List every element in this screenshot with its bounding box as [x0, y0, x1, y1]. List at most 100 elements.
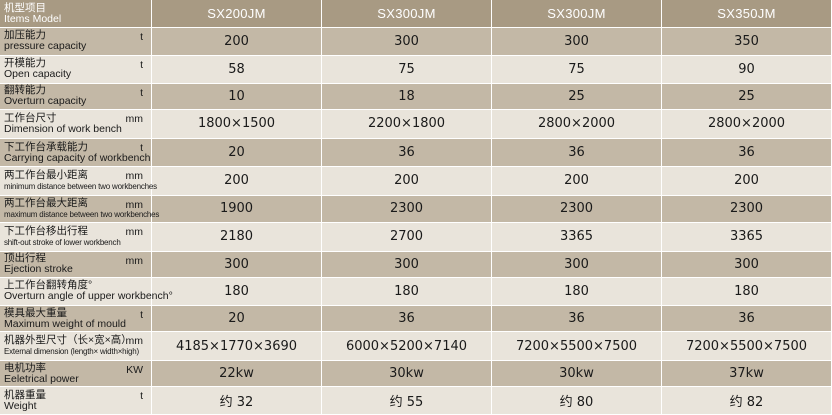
spec-value: 36	[322, 139, 492, 167]
header-label-cell: 机型项目 Items Model	[0, 0, 152, 28]
row-label-cell: 下工作台承载能力 Carrying capacity of workbench t	[0, 139, 152, 167]
spec-value: 18	[322, 84, 492, 110]
model-header: SX300JM	[322, 0, 492, 28]
row-label-zh: 两工作台最小距离	[4, 168, 88, 181]
spec-value: 300	[152, 251, 322, 279]
row-unit: KW	[126, 363, 143, 376]
row-label-en: Open capacity	[4, 68, 72, 81]
spec-value: 300	[492, 28, 662, 56]
row-label-en: Dimension of work bench	[4, 122, 122, 135]
spec-row: 机器重量 Weight t 约 32 约 55 约 80 约 82	[0, 387, 832, 415]
row-unit: mm	[125, 112, 144, 125]
row-label-cell: 机器重量 Weight t	[0, 387, 152, 415]
spec-value: 7200×5500×7500	[662, 332, 832, 361]
row-unit: t	[140, 31, 143, 43]
row-unit: mm	[125, 198, 144, 211]
spec-value: 200	[662, 166, 832, 196]
spec-row: 两工作台最大距离 maximum distance between two wor…	[0, 195, 832, 224]
spec-value: 6000×5200×7140	[322, 332, 492, 361]
row-label-zh: 上工作台翻转角度°	[4, 279, 93, 292]
spec-value: 36	[662, 305, 832, 333]
row-label-zh: 下工作台移出行程	[4, 224, 88, 237]
spec-value: 2800×2000	[492, 109, 662, 140]
spec-value: 200	[322, 166, 492, 196]
row-label-zh: 加压能力	[4, 29, 46, 42]
spec-value: 3365	[662, 223, 832, 252]
row-label-cell: 工作台尺寸 Dimension of work bench mm	[0, 109, 152, 140]
row-label-en: maximum distance between two workbenches	[4, 209, 160, 219]
row-label-zh: 开模能力	[4, 57, 46, 70]
spec-row: 两工作台最小距离 minimum distance between two wor…	[0, 166, 832, 196]
spec-row: 工作台尺寸 Dimension of work bench mm 1800×1500 2…	[0, 109, 832, 140]
spec-value: 90	[662, 55, 832, 85]
spec-value: 约 82	[662, 387, 832, 415]
spec-value: 200	[492, 166, 662, 196]
spec-value: 2300	[492, 195, 662, 224]
row-label-zh: 机器外型尺寸（长×宽×高）	[4, 334, 132, 347]
row-label-en: pressure capacity	[4, 40, 87, 53]
spec-body: 加压能力 pressure capacity t 200 300 300 350 开模能力 Op…	[0, 28, 832, 415]
spec-value: 7200×5500×7500	[492, 332, 662, 361]
spec-row: 机器外型尺寸（长×宽×高） External dimension (length×…	[0, 332, 832, 361]
row-label-en: Ejection stroke	[4, 263, 73, 276]
row-label-zh: 两工作台最大距离	[4, 196, 88, 209]
row-label-cell: 模具最大重量 Maximum weight of mould t	[0, 305, 152, 333]
spec-value: 约 55	[322, 387, 492, 415]
spec-row: 上工作台翻转角度° Overturn angle of upper workben…	[0, 278, 832, 306]
row-label-zh: 下工作台承载能力	[4, 140, 88, 153]
row-label-en: Weight	[4, 399, 37, 412]
row-label-cell: 机器外型尺寸（长×宽×高） External dimension (length×…	[0, 332, 152, 361]
row-label-cell: 两工作台最小距离 minimum distance between two wor…	[0, 166, 157, 196]
row-unit: mm	[125, 226, 144, 239]
spec-value: 30kw	[492, 360, 662, 388]
row-label-zh: 顶出行程	[4, 252, 46, 265]
spec-row: 加压能力 pressure capacity t 200 300 300 350	[0, 28, 832, 56]
model-header: SX300JM	[492, 0, 662, 28]
row-label-en: shift-out stroke of lower workbench	[4, 237, 121, 247]
spec-value: 200	[152, 166, 322, 196]
spec-value: 约 80	[492, 387, 662, 415]
spec-value: 1900	[152, 195, 322, 224]
spec-value: 3365	[492, 223, 662, 252]
spec-value: 36	[492, 139, 662, 167]
row-unit: mm	[125, 335, 144, 348]
header-label-zh: 机型项目	[4, 1, 46, 14]
row-unit: mm	[125, 169, 144, 182]
row-label-en: Eeletrical power	[4, 372, 79, 385]
row-unit: t	[140, 390, 143, 403]
spec-row: 翻转能力 Overturn capacity t 10 18 25 25	[0, 84, 832, 110]
spec-value: 4185×1770×3690	[152, 332, 322, 361]
spec-row: 下工作台移出行程 shift-out stroke of lower workbe…	[0, 223, 832, 252]
spec-value: 约 32	[152, 387, 322, 415]
row-label-zh: 电机功率	[4, 361, 46, 374]
spec-value: 1800×1500	[152, 109, 322, 140]
spec-value: 2200×1800	[322, 109, 492, 140]
header-label-en: Items Model	[4, 12, 62, 25]
spec-value: 300	[322, 251, 492, 279]
row-label-cell: 电机功率 Eeletrical power KW	[0, 360, 152, 388]
row-label-zh: 机器重量	[4, 388, 46, 401]
row-label-zh: 工作台尺寸	[4, 111, 57, 124]
spec-value: 180	[492, 278, 662, 306]
row-label-en: Carrying capacity of workbench	[4, 151, 151, 164]
spec-value: 75	[492, 55, 662, 85]
row-unit: t	[140, 308, 143, 321]
spec-value: 350	[662, 28, 832, 56]
spec-value: 2800×2000	[662, 109, 832, 140]
row-unit: mm	[125, 254, 144, 267]
row-label-cell: 两工作台最大距离 maximum distance between two wor…	[0, 195, 160, 224]
spec-value: 30kw	[322, 360, 492, 388]
spec-value: 2700	[322, 223, 492, 252]
spec-value: 180	[662, 278, 832, 306]
spec-value: 300	[492, 251, 662, 279]
row-unit: t	[140, 87, 143, 100]
spec-value: 300	[662, 251, 832, 279]
spec-value: 36	[662, 139, 832, 167]
row-label-zh: 模具最大重量	[4, 306, 67, 319]
model-header: SX350JM	[662, 0, 832, 28]
row-label-cell: 加压能力 pressure capacity t	[0, 28, 152, 56]
spec-value: 2300	[322, 195, 492, 224]
row-label-cell: 下工作台移出行程 shift-out stroke of lower workbe…	[0, 223, 152, 252]
row-label-cell: 开模能力 Open capacity t	[0, 55, 152, 85]
spec-value: 10	[152, 84, 322, 110]
